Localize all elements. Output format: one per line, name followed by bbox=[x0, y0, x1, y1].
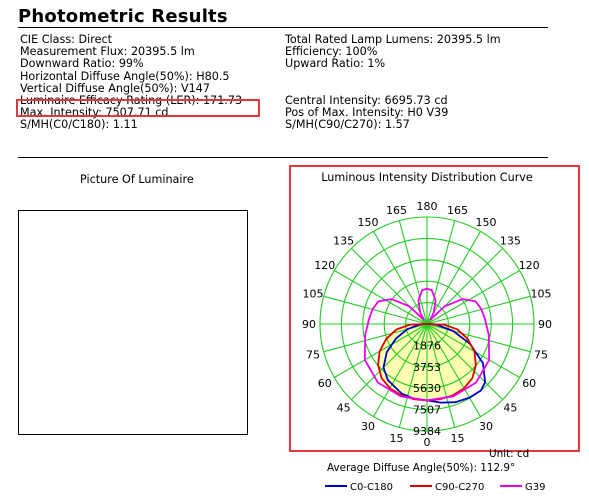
legend-item: C0-C180 bbox=[325, 482, 393, 493]
right-info-line: S/MH(C90/C270): 1.57 bbox=[285, 118, 410, 132]
title-divider bbox=[18, 27, 548, 28]
left-info-line: Measurement Flux: 20395.5 lm bbox=[20, 45, 195, 59]
angle-label: 45 bbox=[337, 401, 351, 414]
grid-spoke bbox=[426, 270, 520, 325]
angle-label: 0 bbox=[424, 436, 431, 449]
angle-label: 30 bbox=[361, 420, 375, 433]
left-info-line: S/MH(C0/C180): 1.11 bbox=[20, 118, 138, 132]
legend-swatch bbox=[410, 485, 432, 487]
left-info-line: Downward Ratio: 99% bbox=[20, 57, 144, 71]
angle-label: 90 bbox=[538, 318, 552, 331]
series-c90-c270 bbox=[377, 323, 477, 402]
grid-spoke bbox=[334, 270, 428, 325]
legend-swatch bbox=[325, 485, 347, 487]
grid-spoke bbox=[426, 323, 456, 428]
right-info-line: Pos of Max. Intensity: H0 V39 bbox=[285, 106, 449, 120]
legend-label: C90-C270 bbox=[435, 482, 485, 493]
angle-label: 165 bbox=[386, 204, 407, 217]
average-diffuse-angle: Average Diffuse Angle(50%): 112.9° bbox=[327, 462, 516, 474]
grid-spoke bbox=[373, 323, 428, 417]
right-info-line: Efficiency: 100% bbox=[285, 45, 378, 59]
grid-spoke bbox=[426, 323, 504, 401]
angle-label: 150 bbox=[358, 216, 379, 229]
angle-label: 30 bbox=[479, 420, 493, 433]
right-info-line: Upward Ratio: 1% bbox=[285, 57, 386, 71]
angle-label: 150 bbox=[476, 216, 497, 229]
angle-label: 105 bbox=[531, 288, 552, 301]
grid-spoke bbox=[398, 220, 428, 325]
left-info-line: CIE Class: Direct bbox=[20, 33, 112, 46]
angle-label: 120 bbox=[314, 259, 335, 272]
angle-label: 135 bbox=[333, 235, 354, 248]
radial-tick-label: 3753 bbox=[413, 361, 441, 374]
legend-label: G39 bbox=[525, 482, 546, 493]
angle-label: 180 bbox=[417, 200, 438, 213]
grid-spoke bbox=[426, 231, 481, 325]
angle-label: 45 bbox=[503, 401, 517, 414]
right-info-line: Central Intensity: 6695.73 cd bbox=[285, 93, 448, 107]
angle-label: 75 bbox=[534, 349, 548, 362]
grid-spoke bbox=[426, 220, 456, 325]
info-divider bbox=[18, 157, 548, 158]
angle-label: 15 bbox=[451, 432, 465, 445]
left-info-line: Vertical Diffuse Angle(50%): V147 bbox=[20, 81, 210, 95]
angle-label: 135 bbox=[500, 235, 521, 248]
grid-spoke bbox=[323, 295, 428, 325]
legend-item: C90-C270 bbox=[410, 482, 484, 493]
page-title: Photometric Results bbox=[18, 6, 228, 27]
grid-spoke bbox=[350, 323, 428, 401]
legend-label: C0-C180 bbox=[350, 482, 394, 493]
chart-title: Luminous Intensity Distribution Curve bbox=[321, 171, 533, 184]
left-info-line: Horizontal Diffuse Angle(50%): H80.5 bbox=[20, 69, 230, 83]
angle-label: 165 bbox=[447, 204, 468, 217]
radial-tick-label: 5630 bbox=[413, 382, 441, 395]
angle-label: 105 bbox=[303, 288, 324, 301]
angle-label: 60 bbox=[522, 377, 536, 390]
radial-tick-label: 1876 bbox=[413, 339, 441, 352]
right-info-line: Total Rated Lamp Lumens: 20395.5 lm bbox=[285, 33, 501, 46]
grid-spoke bbox=[398, 323, 428, 428]
grid-spoke bbox=[426, 295, 531, 325]
grid-spoke bbox=[426, 323, 531, 353]
radial-tick-label: 7507 bbox=[413, 404, 441, 417]
angle-label: 60 bbox=[318, 377, 332, 390]
luminaire-picture-frame bbox=[18, 210, 248, 435]
ler-highlight bbox=[16, 99, 260, 117]
unit-label: Unit: cd bbox=[489, 448, 530, 460]
radial-tick-label: 9384 bbox=[413, 425, 441, 438]
legend-item: G39 bbox=[500, 482, 545, 493]
grid-spoke bbox=[373, 231, 428, 325]
picture-label: Picture Of Luminaire bbox=[80, 173, 194, 186]
angle-label: 120 bbox=[519, 259, 540, 272]
angle-label: 15 bbox=[390, 432, 404, 445]
angle-label: 90 bbox=[302, 318, 316, 331]
legend-swatch bbox=[500, 485, 522, 487]
series-g39 bbox=[363, 287, 491, 402]
angle-label: 75 bbox=[306, 349, 320, 362]
chart-highlight bbox=[289, 165, 580, 452]
grid-spoke bbox=[426, 323, 481, 417]
right-info-block: Total Rated Lamp Lumens: 20395.5 lm Effic… bbox=[285, 33, 501, 132]
